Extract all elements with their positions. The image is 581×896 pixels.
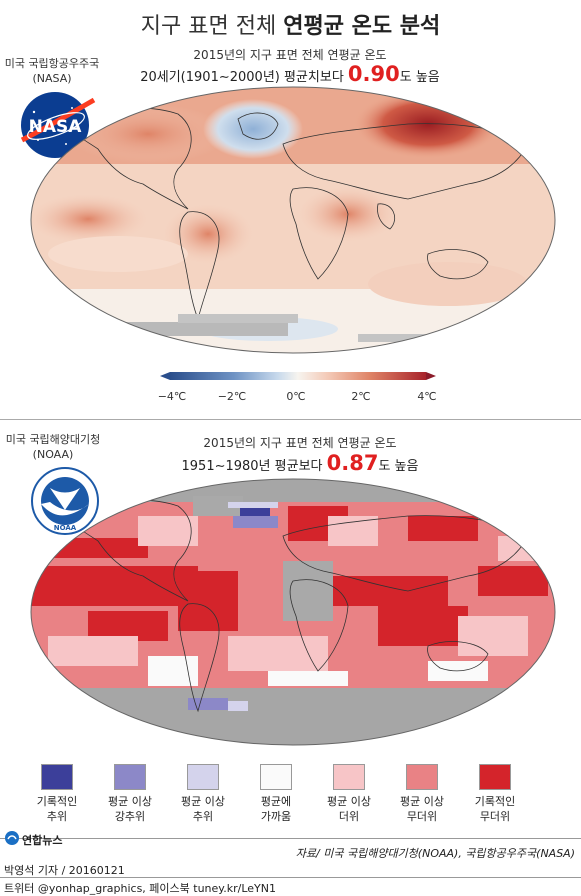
yonhap-logo bbox=[4, 830, 20, 850]
colorbar-tick-2: 0℃ bbox=[286, 390, 306, 403]
nasa-org-abbr: (NASA) bbox=[32, 72, 72, 85]
legend-label-line1: 기록적인 bbox=[474, 795, 516, 808]
noaa-org-name: 미국 국립해양대기청 bbox=[5, 433, 101, 446]
noaa-legend: 기록적인 추위 평균 이상 강추위 평균 이상 추위 평균에 가까움 평균 이상 더위 평균 이상 무… bbox=[22, 764, 562, 834]
colorbar-tick-3: 2℃ bbox=[351, 390, 371, 403]
legend-label-line1: 기록적인 bbox=[36, 795, 78, 808]
noaa-org-abbr: (NOAA) bbox=[32, 448, 74, 461]
noaa-org-label: 미국 국립해양대기청 (NOAA) bbox=[4, 432, 102, 462]
nasa-stat-value: 0.90 bbox=[347, 62, 400, 86]
legend-swatch bbox=[114, 764, 146, 790]
nasa-stat: 20세기(1901∼2000년) 평균치보다 0.90도 높음 bbox=[80, 62, 500, 86]
noaa-subtitle: 2015년의 지구 표면 전체 연평균 온도 bbox=[203, 436, 397, 450]
legend-swatch bbox=[260, 764, 292, 790]
colorbar-tick-1: −2℃ bbox=[217, 390, 247, 403]
yonhap-logo-icon bbox=[5, 831, 19, 845]
legend-label-line2: 무더위 bbox=[406, 810, 438, 823]
legend-label-line2: 더위 bbox=[338, 810, 360, 823]
nasa-org-label: 미국 국립항공우주국 (NASA) bbox=[4, 56, 100, 86]
nasa-stat-suffix: 도 높음 bbox=[399, 70, 440, 85]
noaa-stat-suffix: 도 높음 bbox=[378, 459, 419, 474]
legend-label-line1: 평균 이상 bbox=[327, 795, 371, 808]
yonhap-label: 연합뉴스 bbox=[22, 834, 63, 847]
legend-swatch bbox=[479, 764, 511, 790]
nasa-org-name: 미국 국립항공우주국 bbox=[4, 57, 100, 70]
legend-label-line2: 추위 bbox=[46, 810, 68, 823]
nasa-logo-text: NASA bbox=[29, 117, 83, 137]
social-credit: 트위터 @yonhap_graphics, 페이스북 tuney.kr/LeYN… bbox=[4, 882, 276, 895]
reporter-credit: 박영석 기자 / 20160121 bbox=[4, 864, 125, 877]
legend-label-line1: 평균에 bbox=[260, 795, 292, 808]
nasa-stat-prefix: 20세기(1901∼2000년) 평균치보다 bbox=[140, 70, 344, 85]
colorbar-gradient bbox=[170, 372, 426, 380]
legend-label-line1: 평균 이상 bbox=[400, 795, 444, 808]
colorbar-right-arrow bbox=[426, 372, 436, 380]
noaa-logo: NOAA bbox=[31, 467, 99, 535]
legend-swatch bbox=[333, 764, 365, 790]
title-bold: 연평균 온도 분석 bbox=[283, 14, 441, 39]
page-title: 지구 표면 전체 연평균 온도 분석 bbox=[0, 8, 581, 40]
noaa-stat-value: 0.87 bbox=[326, 451, 379, 475]
temperature-colorbar bbox=[160, 372, 436, 380]
legend-label-line1: 평균 이상 bbox=[181, 795, 225, 808]
section-divider bbox=[0, 419, 581, 420]
legend-label-line2: 무더위 bbox=[479, 810, 511, 823]
legend-label-line2: 추위 bbox=[192, 810, 214, 823]
legend-label-line2: 강추위 bbox=[114, 810, 146, 823]
legend-swatch bbox=[406, 764, 438, 790]
legend-swatch bbox=[41, 764, 73, 790]
colorbar-left-arrow bbox=[160, 372, 170, 380]
legend-label-line2: 가까움 bbox=[260, 810, 292, 823]
source-note: 자료/ 미국 국립해양대기청(NOAA), 국립항공우주국(NASA) bbox=[295, 847, 575, 860]
title-normal: 지구 표면 전체 bbox=[140, 14, 277, 39]
nasa-temperature-map bbox=[30, 86, 556, 354]
nasa-subtitle: 2015년의 지구 표면 전체 연평균 온도 bbox=[193, 48, 387, 62]
colorbar-tick-4: 4℃ bbox=[417, 390, 437, 403]
noaa-stat-prefix: 1951∼1980년 평균보다 bbox=[181, 459, 323, 474]
footer-rule-2 bbox=[0, 877, 581, 878]
noaa-logo-text: NOAA bbox=[54, 524, 77, 532]
noaa-stat: 1951∼1980년 평균보다 0.87도 높음 bbox=[100, 451, 500, 475]
legend-swatch bbox=[187, 764, 219, 790]
legend-label-line1: 평균 이상 bbox=[108, 795, 152, 808]
noaa-temperature-map bbox=[30, 478, 556, 746]
footer-rule bbox=[0, 838, 581, 839]
nasa-logo: NASA bbox=[20, 92, 96, 158]
colorbar-tick-0: −4℃ bbox=[157, 390, 187, 403]
